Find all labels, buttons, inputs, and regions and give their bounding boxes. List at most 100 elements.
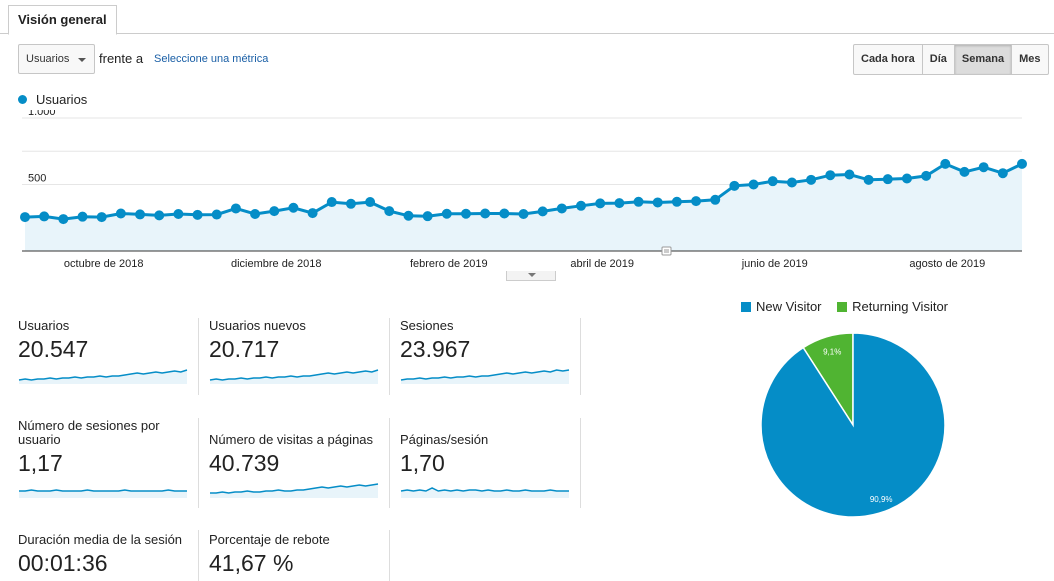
granularity-week-button[interactable]: Semana — [953, 44, 1013, 75]
pie-legend-label: Returning Visitor — [852, 299, 949, 314]
data-point — [58, 214, 69, 225]
data-point — [173, 209, 184, 220]
kpi-value: 1,70 — [400, 450, 445, 476]
kpi-card[interactable]: Porcentaje de rebote 41,67 % — [209, 533, 381, 581]
data-point — [307, 208, 318, 219]
data-point — [154, 210, 165, 221]
sparkline-area — [401, 488, 569, 498]
annotation-marker-icon — [661, 246, 672, 256]
data-point — [691, 196, 702, 207]
kpi-divider — [198, 318, 199, 395]
data-point — [997, 168, 1008, 179]
data-point — [230, 203, 241, 214]
kpi-card[interactable]: Usuarios 20.547 — [18, 319, 190, 384]
kpi-label: Número de sesiones por usuario — [18, 418, 160, 447]
data-point — [403, 210, 414, 221]
kpi-value: 40.739 — [209, 450, 280, 476]
legend-series-marker — [18, 95, 27, 104]
kpi-divider — [580, 418, 581, 508]
x-tick-label: agosto de 2019 — [909, 258, 985, 270]
kpi-label: Duración media de la sesión — [18, 532, 183, 547]
data-point — [115, 208, 126, 219]
pie-slice-label: 9,1% — [823, 347, 841, 356]
metric-selector[interactable]: Usuarios — [18, 44, 95, 74]
granularity-hourly-button[interactable]: Cada hora — [853, 44, 923, 75]
versus-label: frente a — [99, 51, 144, 66]
sparkline-line — [19, 489, 187, 492]
data-point — [633, 196, 644, 207]
data-point — [595, 198, 606, 209]
kpi-sparkline — [209, 369, 379, 384]
data-point — [77, 211, 88, 222]
collapse-chart-toggle[interactable] — [506, 271, 556, 281]
data-point — [671, 196, 682, 207]
data-point — [269, 206, 280, 217]
kpi-card[interactable]: Número de sesiones por usuario 1,17 — [18, 419, 190, 498]
kpi-divider — [389, 418, 390, 508]
sparkline-line — [210, 483, 379, 494]
kpi-divider — [580, 318, 581, 395]
kpi-value: 41,67 % — [209, 550, 294, 576]
pie-legend-item-new[interactable]: New Visitor — [741, 299, 822, 314]
visitor-type-pie-chart[interactable]: 9,1% 90,9% — [757, 329, 949, 521]
users-over-time-chart[interactable]: 500 1.000 octubre de 2018 diciembre de 201… — [0, 110, 1054, 280]
data-point — [576, 200, 587, 211]
x-tick-label: febrero de 2019 — [410, 258, 488, 270]
tab-vision-general[interactable]: Visión general — [8, 5, 117, 35]
y-axis-tick-labels: 500 1.000 — [28, 110, 56, 185]
data-point — [652, 197, 663, 208]
data-point — [786, 177, 797, 188]
kpi-card[interactable]: Páginas/sesión 1,70 — [400, 433, 572, 498]
kpi-card[interactable]: Número de visitas a páginas 40.739 — [209, 433, 381, 498]
sparkline-area — [19, 490, 187, 498]
kpi-label: Número de visitas a páginas — [209, 432, 374, 447]
x-axis-tick-labels: octubre de 2018 diciembre de 2018 febrero … — [64, 258, 985, 270]
data-point — [518, 209, 529, 220]
data-point — [767, 176, 778, 187]
sparkline-area — [401, 370, 569, 384]
data-point — [441, 208, 452, 219]
data-point — [825, 170, 836, 181]
granularity-month-button[interactable]: Mes — [1011, 44, 1049, 75]
kpi-label: Páginas/sesión — [400, 432, 489, 447]
kpi-value: 23.967 — [400, 336, 471, 362]
data-point — [901, 173, 912, 184]
kpi-divider — [198, 418, 199, 508]
pie-legend-swatch — [837, 302, 848, 312]
data-point — [211, 209, 222, 220]
data-point — [556, 203, 567, 214]
data-point — [882, 174, 893, 185]
granularity-day-button[interactable]: Día — [921, 44, 955, 75]
data-point — [1017, 158, 1027, 169]
y-tick-label: 500 — [28, 173, 46, 185]
data-point — [499, 208, 510, 219]
data-point — [422, 211, 433, 222]
data-point — [978, 162, 989, 173]
kpi-value: 20.717 — [209, 336, 280, 362]
data-point — [729, 180, 740, 191]
legend-series-label: Usuarios — [36, 92, 88, 107]
data-point — [96, 212, 107, 223]
kpi-card[interactable]: Sesiones 23.967 — [400, 319, 572, 384]
data-point — [250, 209, 261, 220]
x-tick-label: abril de 2019 — [570, 258, 634, 270]
kpi-divider — [198, 530, 199, 581]
data-point — [710, 194, 721, 205]
data-point — [39, 211, 50, 222]
kpi-card[interactable]: Usuarios nuevos 20.717 — [209, 319, 381, 384]
data-point — [844, 169, 855, 180]
data-point — [326, 197, 337, 208]
kpi-divider — [389, 530, 390, 581]
sparkline-line — [209, 369, 379, 381]
data-point — [20, 212, 30, 223]
data-point — [384, 206, 395, 217]
kpi-card[interactable]: Duración media de la sesión 00:01:36 — [18, 533, 190, 581]
select-comparison-metric-link[interactable]: Seleccione una métrica — [154, 53, 269, 65]
data-point — [135, 209, 146, 220]
pie-legend-item-returning[interactable]: Returning Visitor — [837, 299, 948, 314]
chevron-down-icon — [78, 58, 86, 62]
chart-legend[interactable]: Usuarios — [18, 92, 87, 107]
report-tab-bar: Visión general — [0, 0, 1054, 35]
kpi-value: 20.547 — [18, 336, 89, 362]
data-point — [863, 174, 874, 185]
